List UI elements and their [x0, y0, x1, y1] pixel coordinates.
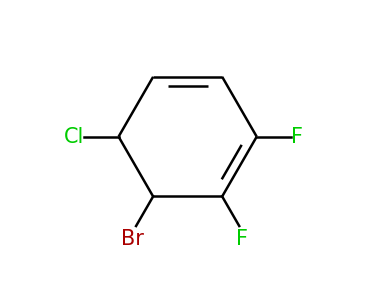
Text: Br: Br	[121, 229, 144, 249]
Text: Cl: Cl	[64, 127, 84, 147]
Text: F: F	[291, 127, 303, 147]
Text: F: F	[236, 229, 249, 249]
